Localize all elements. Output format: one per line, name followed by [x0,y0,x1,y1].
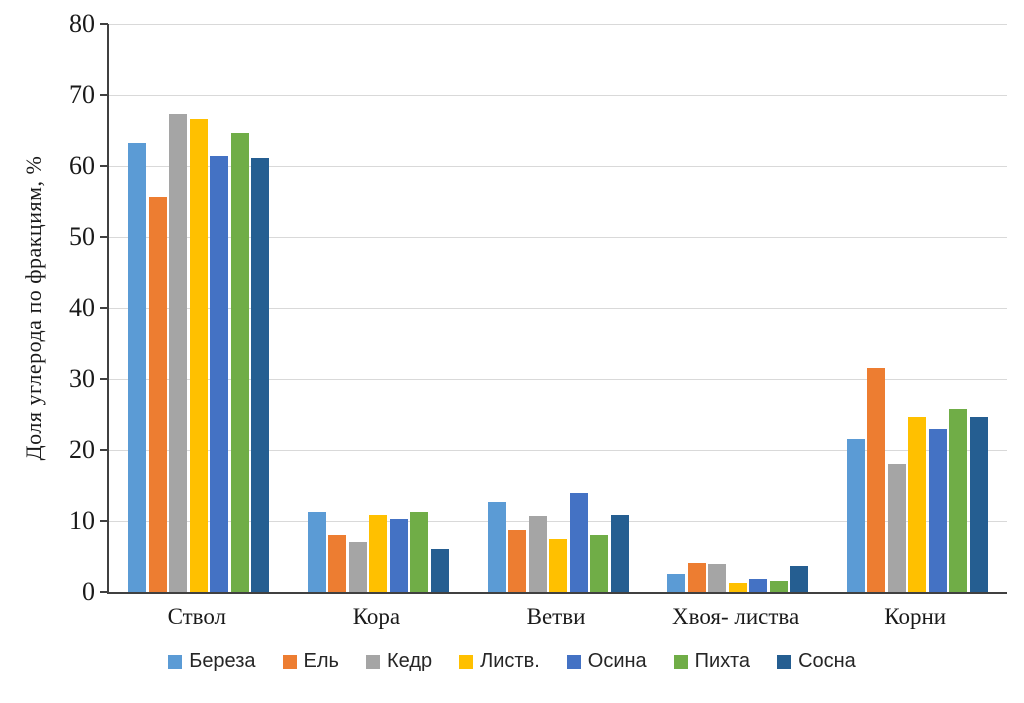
gridline-70 [109,94,1007,96]
legend-item-1: Ель [282,650,339,673]
y-tick-label-20: 20 [69,435,95,464]
bar-series3-category4 [908,416,927,592]
bar-series4-category1 [389,518,408,592]
y-tick-label-60: 60 [69,151,95,180]
bar-series6-category3 [790,566,809,592]
legend-item-5: Пихта [673,650,751,673]
bar-series5-category1 [410,512,429,592]
legend-swatch-icon [282,654,297,669]
bar-series0-category2 [487,501,506,592]
bar-series6-category0 [251,158,270,592]
x-category-label-1: Кора [352,604,401,629]
legend-item-2: Кедр [365,650,433,673]
gridline-80 [109,23,1007,25]
x-category-label-3: Хвоя- листва [672,604,800,629]
bar-series4-category0 [210,156,229,592]
y-tick-mark-60 [100,165,108,167]
gridline-50 [109,236,1007,238]
bar-series2-category2 [528,516,547,592]
y-tick-mark-40 [100,307,108,309]
bar-series4-category3 [749,579,768,592]
bar-series1-category1 [328,534,347,592]
legend-swatch-icon [566,654,581,669]
legend-label: Листв. [480,650,540,672]
legend-label: Кедр [386,650,433,672]
bar-series3-category0 [189,119,208,592]
y-tick-label-40: 40 [69,293,95,322]
legend-swatch-icon [777,654,792,669]
y-tick-label-30: 30 [69,364,95,393]
bar-series4-category2 [569,493,588,592]
bar-series2-category1 [348,541,367,592]
legend-swatch-icon [168,654,183,669]
legend-label: Пихта [694,650,751,672]
y-tick-mark-0 [100,591,108,593]
legend-item-0: Береза [168,650,256,673]
y-tick-mark-30 [100,378,108,380]
x-category-label-2: Ветви [526,604,586,629]
bar-series2-category3 [708,564,727,592]
y-tick-label-10: 10 [69,506,95,535]
gridline-10 [109,520,1007,522]
y-tick-label-0: 0 [82,577,95,606]
bar-series4-category4 [928,429,947,592]
legend-item-6: Сосна [777,650,856,673]
y-tick-label-50: 50 [69,222,95,251]
legend-swatch-icon [673,654,688,669]
bar-series6-category2 [610,514,629,592]
legend-label: Ель [303,650,339,672]
x-axis-labels: Ствол Кора Ветви Хвоя- листва Корни [107,604,1005,638]
bar-series1-category4 [867,367,886,592]
plot-area: 0 10 20 30 40 50 60 70 80 [69,11,1007,605]
legend-label: Береза [189,650,256,672]
x-category-label-4: Корни [884,604,947,629]
y-axis-title: Доля углерода по фракциям, % [21,155,46,461]
bar-series3-category2 [549,539,567,592]
legend: Береза Ель Кедр Листв. Осина Пихта Сосна [0,650,1024,673]
gridline-40 [109,307,1007,309]
bar-series5-category4 [949,408,968,592]
y-tick-mark-20 [100,449,108,451]
legend-swatch-icon [459,654,474,669]
gridline-30 [109,378,1007,380]
bar-series3-category1 [369,514,388,592]
y-tick-mark-10 [100,520,108,522]
bar-series1-category0 [148,196,167,592]
bar-series1-category2 [508,530,526,592]
y-tick-mark-80 [100,23,108,25]
y-tick-label-80: 80 [69,9,95,38]
bar-series6-category4 [969,417,988,592]
legend-item-3: Листв. [459,650,540,673]
y-tick-label-70: 70 [69,80,95,109]
legend-swatch-icon [365,654,380,669]
bar-series6-category1 [430,549,449,592]
bar-series0-category4 [846,438,865,592]
bar-series1-category3 [687,562,706,592]
bar-series2-category0 [169,114,188,592]
bar-series0-category3 [667,574,686,592]
bar-series0-category1 [307,512,326,592]
bar-series3-category3 [728,582,747,592]
bar-series5-category2 [590,534,608,592]
x-category-label-0: Ствол [167,604,227,629]
bar-series0-category0 [128,143,147,592]
legend-item-4: Осина [566,650,647,673]
legend-label: Осина [587,650,647,672]
bar-series5-category3 [769,581,788,592]
bar-series2-category4 [887,464,906,592]
bar-series5-category0 [230,132,249,592]
y-tick-mark-50 [100,236,108,238]
gridline-60 [109,165,1007,167]
gridline-20 [109,449,1007,451]
legend-label: Сосна [798,650,856,672]
y-tick-mark-70 [100,94,108,96]
